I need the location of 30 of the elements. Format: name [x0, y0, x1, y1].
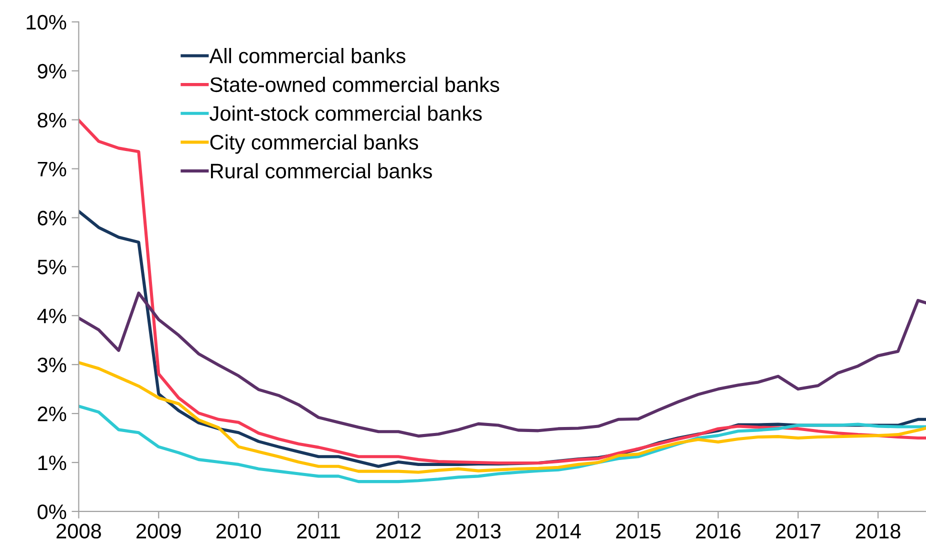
legend-label: All commercial banks — [209, 48, 406, 64]
y-tick-label: 2% — [38, 406, 66, 422]
y-tick-label: 0% — [38, 504, 66, 520]
y-tick-label: 6% — [38, 210, 66, 226]
x-tick-label: 2012 — [376, 524, 421, 539]
legend-label: State-owned commercial banks — [210, 76, 500, 92]
line-series — [78, 361, 926, 474]
y-tick-label: 3% — [38, 358, 66, 372]
x-tick-label: 2011 — [297, 524, 340, 539]
y-tick-label: 7% — [38, 162, 66, 176]
x-tick-label: 2008 — [56, 524, 101, 539]
legend-label: Joint-stock commercial banks — [210, 106, 482, 121]
x-tick-label: 2009 — [136, 524, 181, 539]
y-tick-label: 8% — [38, 112, 66, 128]
line-series — [78, 292, 926, 438]
legend-label: City commercial banks — [210, 134, 418, 154]
x-tick-label: 2010 — [216, 524, 261, 539]
legend-label: Rural commercial banks — [210, 163, 432, 178]
y-tick-label: 9% — [38, 64, 66, 79]
y-tick-label: 10% — [26, 14, 66, 30]
x-tick-label: 2014 — [536, 524, 581, 539]
y-tick-label: 1% — [38, 456, 66, 470]
x-tick-label: 2013 — [456, 524, 501, 539]
y-tick-label: 4% — [37, 308, 66, 324]
x-tick-label: 2017 — [776, 524, 820, 539]
x-tick-label: 2016 — [696, 524, 740, 539]
y-tick-label: 5% — [38, 260, 66, 274]
x-tick-label: 2015 — [616, 524, 661, 539]
x-tick-label: 2018 — [856, 524, 900, 539]
line-series — [78, 404, 926, 484]
